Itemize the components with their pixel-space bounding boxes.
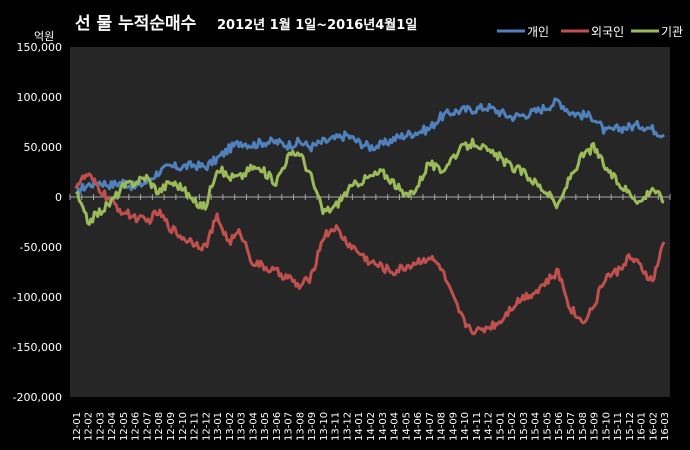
x-tick-label: 14-11: [472, 412, 483, 441]
x-tick-label: 14-08: [437, 412, 448, 441]
y-tick-label: 0: [55, 191, 62, 204]
x-tick-label: 14-10: [460, 412, 471, 441]
y-tick-label: 50,000: [24, 141, 63, 154]
x-tick-label: 15-05: [542, 412, 553, 441]
x-tick-label: 15-08: [578, 412, 589, 441]
x-tick-label: 12-12: [201, 412, 212, 441]
y-tick-label: 150,000: [17, 41, 63, 54]
x-tick-label: 13-07: [284, 412, 295, 441]
x-tick-label: 15-06: [554, 412, 565, 441]
x-tick-label: 14-04: [390, 412, 401, 441]
x-tick-label: 12-01: [72, 412, 83, 441]
x-tick-label: 13-08: [295, 412, 306, 441]
chart-subtitle: 2012년 1월 1일~2016년4월1일: [217, 17, 417, 33]
x-tick-label: 15-01: [495, 412, 506, 441]
x-tick-label: 13-01: [213, 412, 224, 441]
x-tick-label: 13-12: [342, 412, 353, 441]
x-tick-label: 14-12: [484, 412, 495, 441]
x-tick-label: 13-06: [272, 412, 283, 441]
y-tick-label: -200,000: [13, 391, 62, 404]
x-tick-label: 15-02: [507, 412, 518, 441]
x-tick-label: 12-05: [119, 412, 130, 441]
x-tick-label: 13-05: [260, 412, 271, 441]
plot-area: [70, 47, 670, 397]
series-line-0: [74, 97, 665, 196]
y-tick-label: -50,000: [20, 241, 62, 254]
x-tick-label: 15-10: [601, 412, 612, 441]
x-tick-label: 14-05: [401, 412, 412, 441]
chart-title: 선 물 누적순매수: [75, 14, 197, 34]
x-tick-label: 14-06: [413, 412, 424, 441]
x-tick-label: 12-09: [166, 412, 177, 441]
series-layer: [74, 97, 666, 336]
x-tick-label: 13-10: [319, 412, 330, 441]
x-tick-label: 16-02: [648, 412, 659, 441]
x-tick-label: 13-04: [248, 412, 259, 441]
x-tick-label: 14-02: [366, 412, 377, 441]
x-tick-label: 12-04: [107, 412, 118, 441]
y-axis-ticks: 150,000 100,000 50,000 0 -50,000 -100,000 -150…: [13, 41, 671, 404]
y-tick-label: 100,000: [17, 91, 63, 104]
y-tick-label: -150,000: [13, 341, 62, 354]
x-tick-label: 16-03: [660, 412, 671, 441]
x-tick-label: 12-03: [95, 412, 106, 441]
x-tick-label: 15-09: [590, 412, 601, 441]
x-tick-label: 14-07: [425, 412, 436, 441]
series-line-2: [75, 137, 665, 226]
x-tick-label: 12-11: [190, 412, 201, 441]
series-line-1: [74, 172, 666, 336]
x-tick-label: 13-03: [237, 412, 248, 441]
x-tick-label: 13-09: [307, 412, 318, 441]
legend-label-0: 개인: [527, 25, 549, 39]
x-tick-label: 15-12: [625, 412, 636, 441]
y-tick-label: -100,000: [13, 291, 62, 304]
x-tick-label: 12-02: [84, 412, 95, 441]
x-tick-label: 12-10: [178, 412, 189, 441]
x-tick-label: 15-03: [519, 412, 530, 441]
y-unit-label: 억원: [34, 30, 54, 43]
x-axis-ticks: 12-01 12-02 12-03 12-04 12-05 12-06 12-07 12-08…: [72, 412, 671, 441]
x-tick-label: 13-02: [225, 412, 236, 441]
legend-label-2: 기관: [661, 25, 683, 39]
x-tick-label: 14-01: [354, 412, 365, 441]
x-tick-label: 14-09: [448, 412, 459, 441]
x-tick-label: 16-01: [637, 412, 648, 441]
x-tick-label: 15-04: [531, 412, 542, 441]
legend-label-1: 외국인: [591, 25, 624, 39]
x-tick-label: 12-06: [131, 412, 142, 441]
x-tick-label: 15-11: [613, 412, 624, 441]
legend: 개인 외국인 기관: [497, 25, 683, 39]
x-tick-label: 13-11: [331, 412, 342, 441]
x-tick-label: 14-03: [378, 412, 389, 441]
x-tick-label: 12-07: [142, 412, 153, 441]
x-tick-label: 15-07: [566, 412, 577, 441]
x-tick-label: 12-08: [154, 412, 165, 441]
